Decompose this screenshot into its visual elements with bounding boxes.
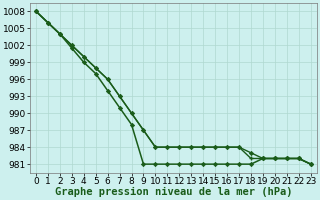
X-axis label: Graphe pression niveau de la mer (hPa): Graphe pression niveau de la mer (hPa) <box>55 187 292 197</box>
